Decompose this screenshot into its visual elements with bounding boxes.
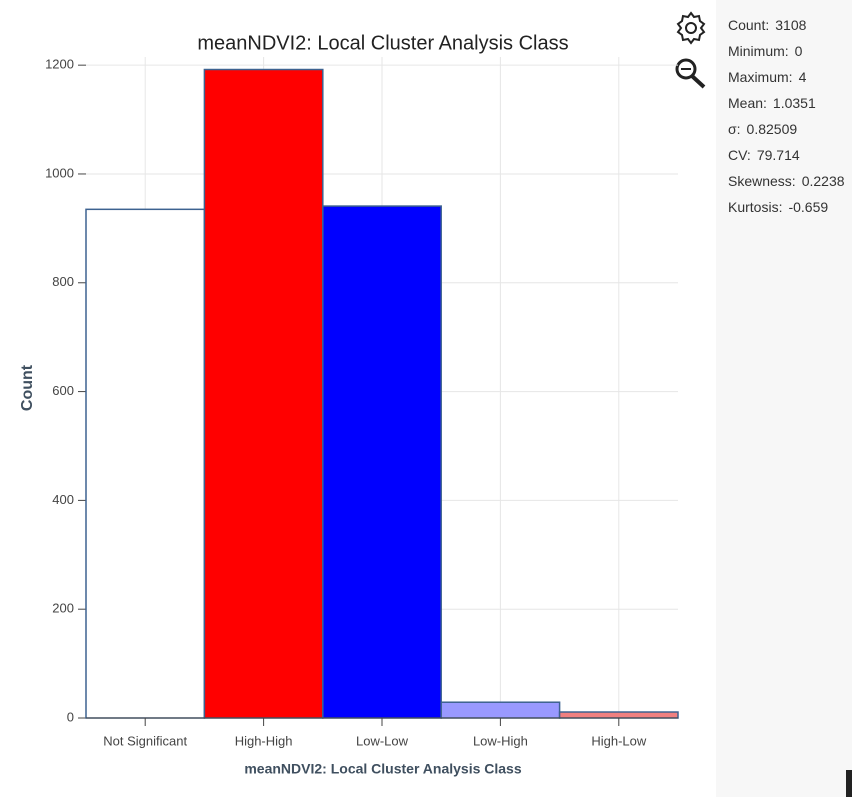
stat-label: Skewness: [728,173,796,189]
stat-value: 0.2238 [801,173,845,189]
x-tick-label: Low-Low [356,733,409,748]
stat-row: Count: 3108 [728,17,806,33]
y-tick-label: 200 [52,601,74,616]
stat-label: Kurtosis: [728,199,783,215]
x-tick-label: High-High [235,733,293,748]
x-tick-label: High-Low [591,733,647,748]
y-tick-label: 600 [52,383,74,398]
stat-label: Count: [728,17,770,33]
y-axis-label: Count [19,364,36,411]
y-tick-label: 1200 [45,57,74,72]
bar [85,208,206,719]
x-tick-label: Low-High [473,733,528,748]
stat-value: 0.82509 [746,121,798,137]
stat-row: σ: 0.82509 [728,121,797,137]
stat-value: 1.0351 [772,95,816,111]
stat-label: Mean: [728,95,767,111]
stat-value: 79.714 [756,147,800,163]
bar [322,205,442,719]
stat-value: 0 [794,43,803,59]
stat-value: -0.659 [788,199,829,215]
stat-row: CV: 79.714 [728,147,800,163]
stat-row: Kurtosis: -0.659 [728,199,828,215]
stat-label: Minimum: [728,43,789,59]
stat-label: CV: [728,147,751,163]
stat-label: σ: [728,121,741,137]
stat-row: Minimum: 0 [728,43,802,59]
x-tick-label: Not Significant [103,733,187,748]
bar [558,711,679,719]
x-axis-label: meanNDVI2: Local Cluster Analysis Class [244,761,521,777]
scroll-handle [846,770,852,797]
y-tick-label: 0 [67,709,74,724]
zoom-out-icon[interactable] [675,58,706,89]
stat-row: Maximum: 4 [728,69,806,85]
stat-row: Mean: 1.0351 [728,95,816,111]
stat-value: 4 [798,69,807,85]
chart: meanNDVI2: Local Cluster Analysis Class … [19,11,706,777]
settings-icon[interactable] [676,11,706,45]
bar [203,68,324,719]
stats-panel: Count: 3108 Minimum: 0 Maximum: 4 Mean: 1.0351 σ… [716,0,852,797]
y-tick-label: 800 [52,274,74,289]
y-tick-label: 400 [52,492,74,507]
stat-value: 3108 [775,17,807,33]
stat-label: Maximum: [728,69,793,85]
stat-row: Skewness: 0.2238 [728,173,845,189]
bar [440,701,561,719]
chart-title: meanNDVI2: Local Cluster Analysis Class [197,32,568,54]
y-tick-label: 1000 [45,165,74,180]
